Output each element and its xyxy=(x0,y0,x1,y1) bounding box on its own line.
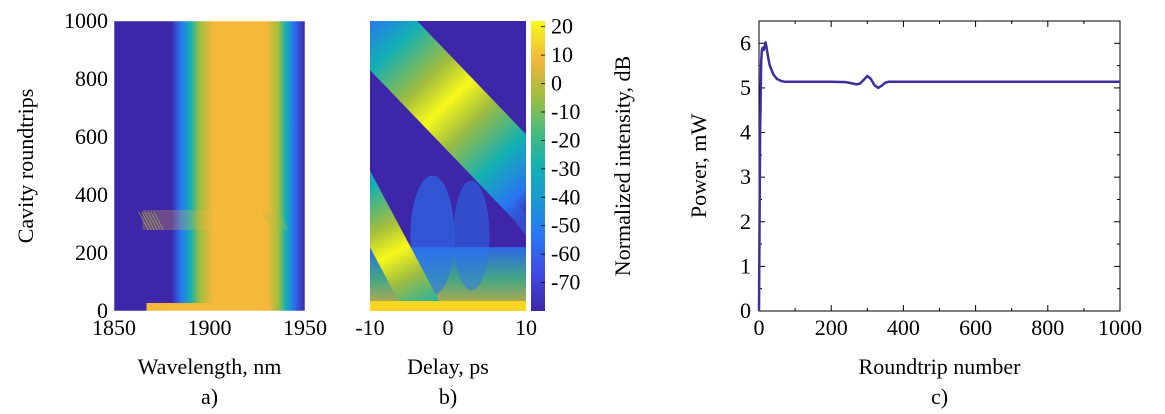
transient-lobe xyxy=(453,180,490,291)
y-tick-label-c: 3 xyxy=(740,164,751,189)
panel-label-a: a) xyxy=(201,384,218,409)
x-axis-label-b: Delay, ps xyxy=(407,354,489,379)
colorbar-label: Normalized intensity, dB xyxy=(610,56,635,276)
heatmap-a-area xyxy=(114,21,305,311)
y-tick-label-a: 200 xyxy=(75,240,108,265)
y-tick-label-c: 0 xyxy=(740,298,751,323)
colorbar-tick-label: -10 xyxy=(551,99,580,124)
heatmap-b-area xyxy=(370,21,526,311)
x-tick-label-b: 0 xyxy=(443,315,454,340)
perturbation-mark-right xyxy=(265,211,276,231)
lower-left-band xyxy=(370,120,476,311)
x-tick-label-a: 1900 xyxy=(188,315,232,340)
panel-b: -10 0 10 Delay, ps b) xyxy=(355,21,537,409)
x-tick-label-c: 600 xyxy=(959,315,992,340)
ticks-b: -10 0 10 xyxy=(355,315,537,340)
y-tick-label-a: 400 xyxy=(75,182,108,207)
colorbar-tick-label: -60 xyxy=(551,241,580,266)
x-axis-label-a: Wavelength, nm xyxy=(138,354,282,379)
panel-c: 0 200 400 600 800 1000 0 1 2 3 4 5 6 Roundtrip number… xyxy=(686,20,1142,409)
x-tick-label-c: 1000 xyxy=(1098,315,1142,340)
initial-spectrum xyxy=(146,303,271,311)
colorbar-tick-label: -50 xyxy=(551,213,580,238)
initial-noise xyxy=(370,301,526,311)
main-pulse-band xyxy=(370,21,526,236)
y-tick-label-c: 4 xyxy=(740,120,751,145)
colorbar-gradient xyxy=(531,21,545,311)
y-axis-label-a: Cavity roundtrips xyxy=(13,89,38,244)
colorbar-tick-label: 0 xyxy=(551,71,562,96)
y-tick-label-a: 600 xyxy=(75,124,108,149)
perturbation-stripe xyxy=(142,210,277,230)
y-axis-label-c: Power, mW xyxy=(686,114,711,218)
x-tick-label-c: 200 xyxy=(815,315,848,340)
perturbation-mark-left xyxy=(153,211,164,231)
ticks-c: 0 200 400 600 800 1000 0 1 2 3 4 5 6 xyxy=(740,21,1142,340)
perturbation-mark-right xyxy=(262,211,273,231)
perturbation-mark-right xyxy=(268,211,279,231)
perturbation-mark-right xyxy=(271,211,282,231)
transient-lobe xyxy=(410,175,455,296)
y-tick-label-c: 1 xyxy=(740,253,751,278)
colorbar-tick-label: -20 xyxy=(551,127,580,152)
panel-a: 1850 1900 1950 0 200 400 600 800 1000 Wavelength,… xyxy=(13,8,327,409)
colorbar-tick-label: 10 xyxy=(551,42,573,67)
perturbation-mark-left xyxy=(147,211,158,231)
perturbation-mark-left xyxy=(141,211,152,231)
colorbar-tick-label: -30 xyxy=(551,156,580,181)
x-tick-label-c: 400 xyxy=(887,315,920,340)
ticks-a: 1850 1900 1950 0 200 400 600 800 1000 xyxy=(64,8,327,340)
x-tick-label-b: 10 xyxy=(515,315,537,340)
perturbation-mark-left xyxy=(138,211,149,231)
colorbar-tick-label: 20 xyxy=(551,14,573,39)
spectrum-band xyxy=(114,21,305,311)
x-tick-label-c: 0 xyxy=(754,315,765,340)
x-tick-label-a: 1950 xyxy=(283,315,327,340)
y-tick-label-a: 800 xyxy=(75,66,108,91)
y-tick-label-a: 0 xyxy=(97,298,108,323)
power-series-line xyxy=(757,41,1120,312)
y-tick-label-c: 6 xyxy=(740,30,751,55)
perturbation-mark-left xyxy=(144,211,155,231)
colorbar: 20 10 0 -10 -20 -30 -40 -50 -60 -70 Normalized int… xyxy=(531,14,635,311)
y-tick-label-c: 5 xyxy=(740,75,751,100)
lower-left-trace xyxy=(370,120,476,311)
y-tick-label-a: 1000 xyxy=(64,8,108,33)
panel-label-b: b) xyxy=(439,384,457,409)
perturbation-mark-left xyxy=(150,211,161,231)
y-tick-label-c: 2 xyxy=(740,209,751,234)
x-tick-label-b: -10 xyxy=(355,315,384,340)
axes-frame-c xyxy=(758,20,1121,312)
colorbar-tick-label: -70 xyxy=(551,270,580,295)
perturbation-mark-right xyxy=(277,211,288,231)
panel-label-c: c) xyxy=(931,384,948,409)
axes-frame-a xyxy=(113,20,306,312)
perturbation-mark-right xyxy=(274,211,285,231)
main-pulse-trace xyxy=(370,21,526,236)
x-axis-label-c: Roundtrip number xyxy=(859,354,1022,379)
x-tick-label-a: 1850 xyxy=(92,315,136,340)
colorbar-tick-label: -40 xyxy=(551,184,580,209)
x-tick-label-c: 800 xyxy=(1031,315,1064,340)
